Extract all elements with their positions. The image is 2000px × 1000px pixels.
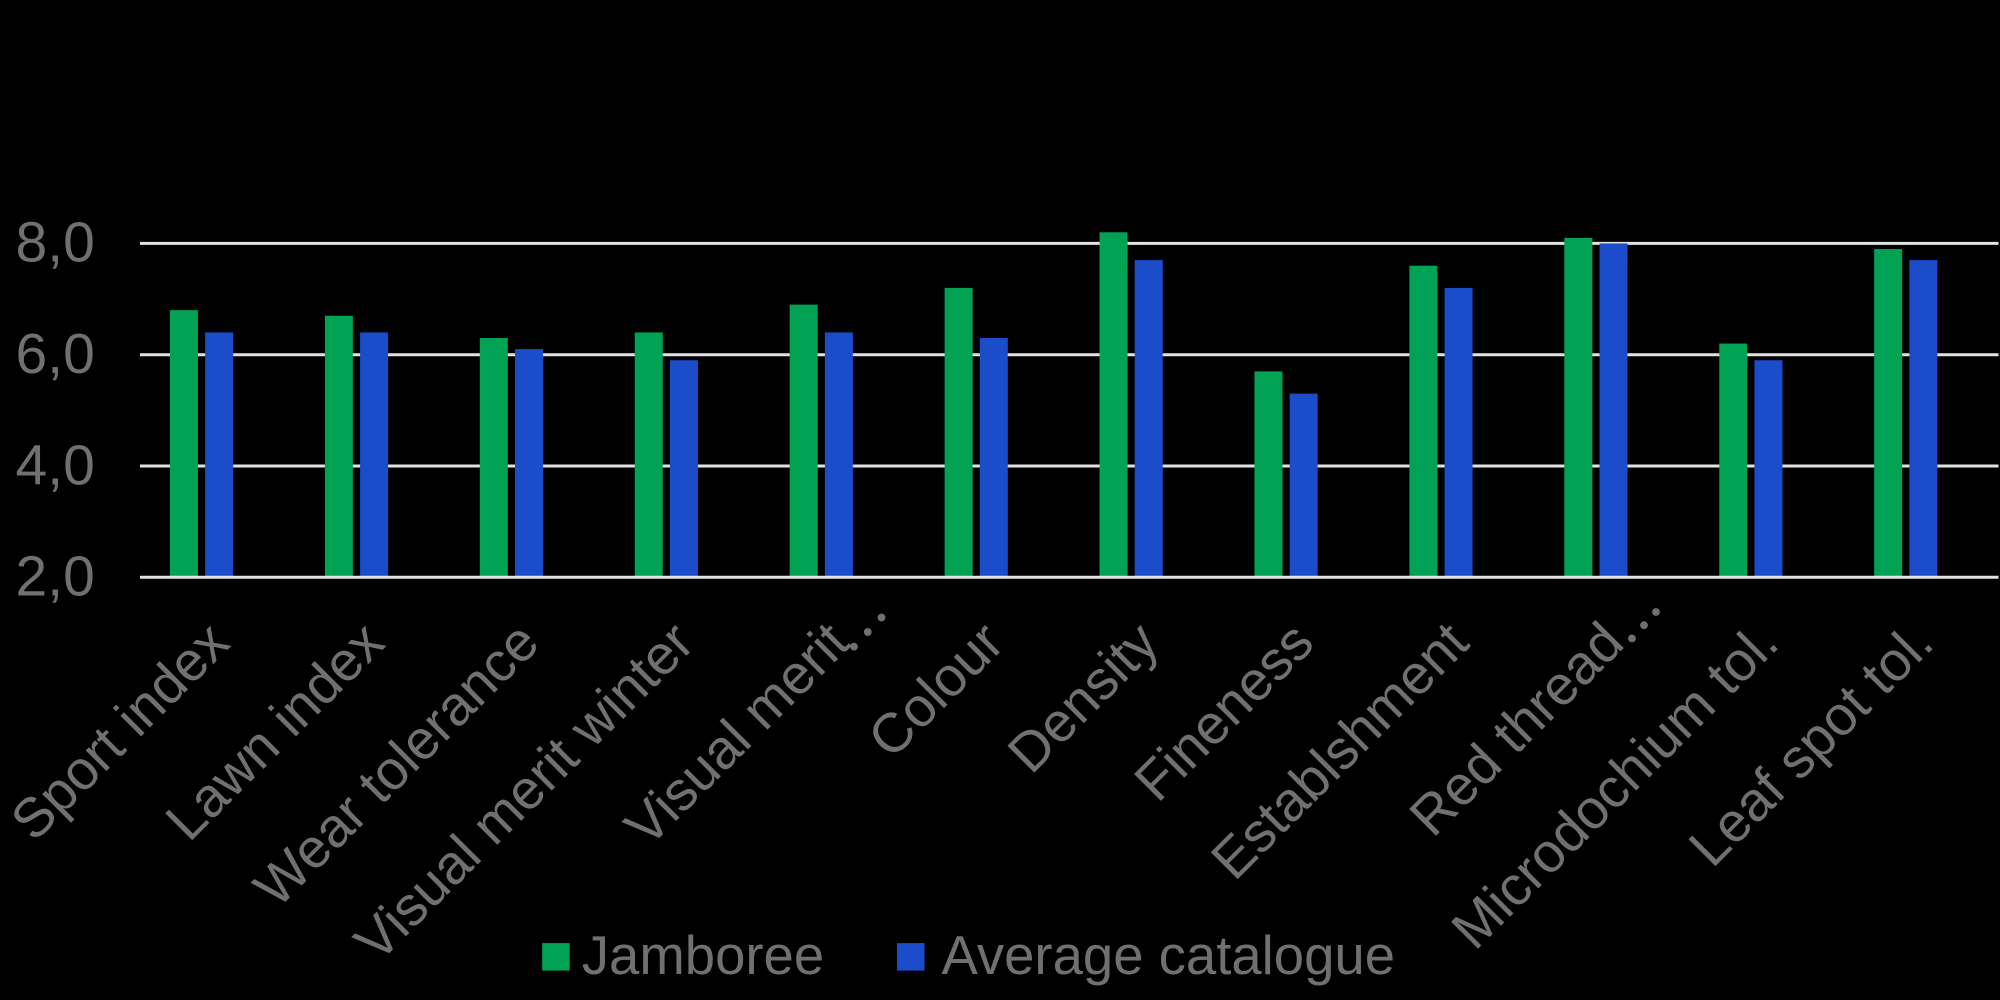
svg-text:8,0: 8,0 — [16, 211, 95, 275]
svg-text:Jamboree: Jamboree — [582, 925, 824, 986]
svg-text:Average catalogue: Average catalogue — [942, 925, 1396, 986]
svg-text:2,0: 2,0 — [16, 545, 95, 609]
svg-text:6,0: 6,0 — [16, 322, 95, 386]
svg-text:4,0: 4,0 — [16, 433, 95, 497]
